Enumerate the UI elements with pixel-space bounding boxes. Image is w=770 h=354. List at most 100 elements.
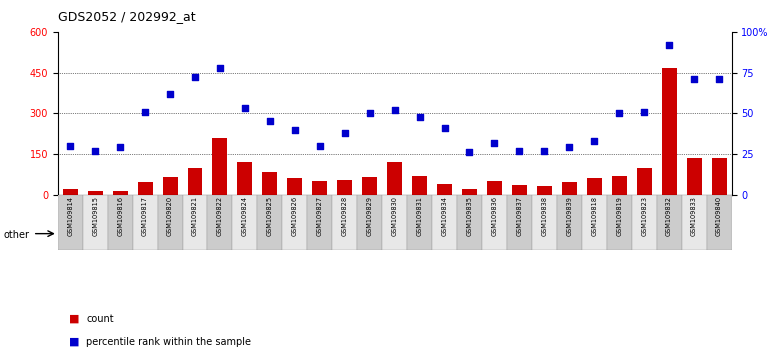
Text: GSM109820: GSM109820 — [167, 196, 173, 236]
Text: GSM109834: GSM109834 — [441, 196, 447, 236]
Text: mid secretory phase: mid secretory phase — [293, 229, 371, 238]
Bar — [313, 181, 327, 195]
Point — [139, 109, 151, 114]
Bar — [432, 218, 582, 250]
Text: GSM109819: GSM109819 — [616, 196, 622, 236]
Bar — [661, 69, 677, 195]
Bar — [362, 177, 377, 195]
Bar — [237, 162, 253, 195]
Bar — [462, 189, 477, 195]
Bar — [88, 190, 102, 195]
Point — [688, 76, 700, 82]
Bar — [587, 178, 601, 195]
Text: GSM109818: GSM109818 — [591, 196, 598, 236]
Point — [464, 149, 476, 155]
Point — [438, 125, 450, 131]
Bar — [287, 178, 303, 195]
Point — [538, 148, 551, 154]
Text: GSM109815: GSM109815 — [92, 196, 99, 236]
Text: GSM109832: GSM109832 — [666, 196, 672, 236]
Bar — [337, 180, 352, 195]
Point — [613, 110, 625, 116]
Bar — [233, 218, 432, 250]
Bar — [532, 195, 557, 250]
Bar — [158, 218, 233, 250]
Text: GSM109839: GSM109839 — [566, 196, 572, 236]
Bar — [82, 195, 108, 250]
Bar — [631, 195, 657, 250]
Bar — [482, 195, 507, 250]
Bar — [562, 183, 577, 195]
Bar — [412, 176, 427, 195]
Point — [663, 42, 675, 48]
Text: other: other — [4, 230, 30, 240]
Text: GSM109824: GSM109824 — [242, 196, 248, 236]
Bar — [637, 167, 651, 195]
Bar — [487, 181, 502, 195]
Text: GSM109822: GSM109822 — [217, 196, 223, 236]
Point — [64, 143, 76, 149]
Text: GSM109817: GSM109817 — [142, 196, 148, 236]
Bar — [357, 195, 382, 250]
Text: count: count — [86, 314, 114, 324]
Text: GSM109823: GSM109823 — [641, 196, 647, 236]
Text: ■: ■ — [69, 314, 80, 324]
Text: percentile rank within the sample: percentile rank within the sample — [86, 337, 251, 347]
Point — [164, 91, 176, 97]
Text: GSM109840: GSM109840 — [716, 196, 722, 236]
Bar — [108, 195, 132, 250]
Point — [239, 105, 251, 111]
Text: GSM109831: GSM109831 — [417, 196, 423, 236]
Bar — [607, 195, 631, 250]
Text: GSM109825: GSM109825 — [267, 196, 273, 236]
Bar — [432, 195, 457, 250]
Text: GSM109828: GSM109828 — [342, 196, 348, 236]
Text: GSM109837: GSM109837 — [517, 196, 522, 236]
Text: GSM109826: GSM109826 — [292, 196, 298, 236]
Bar — [407, 195, 432, 250]
Bar — [681, 195, 707, 250]
Bar — [307, 195, 332, 250]
Point — [363, 110, 376, 116]
Text: proliferative phase: proliferative phase — [72, 229, 144, 238]
Point — [289, 127, 301, 132]
Bar — [233, 195, 257, 250]
Text: GSM109830: GSM109830 — [392, 196, 397, 236]
Bar — [112, 192, 128, 195]
Point — [388, 107, 400, 113]
Bar — [382, 195, 407, 250]
Text: early secretory
phase: early secretory phase — [166, 224, 224, 243]
Bar — [582, 218, 732, 250]
Point — [588, 138, 601, 144]
Bar — [162, 177, 178, 195]
Bar — [207, 195, 233, 250]
Text: ■: ■ — [69, 337, 80, 347]
Bar — [582, 195, 607, 250]
Point — [514, 148, 526, 154]
Bar — [332, 195, 357, 250]
Bar — [257, 195, 283, 250]
Bar — [657, 195, 681, 250]
Point — [313, 143, 326, 149]
Bar — [188, 167, 203, 195]
Text: late secretory phase: late secretory phase — [467, 229, 546, 238]
Point — [339, 130, 351, 136]
Point — [488, 140, 500, 145]
Text: GSM109829: GSM109829 — [367, 196, 373, 236]
Bar — [132, 195, 158, 250]
Bar — [138, 183, 152, 195]
Bar — [213, 138, 227, 195]
Bar — [263, 172, 277, 195]
Bar — [507, 195, 532, 250]
Point — [114, 145, 126, 150]
Bar — [158, 195, 182, 250]
Bar — [62, 189, 78, 195]
Bar — [283, 195, 307, 250]
Text: GSM109814: GSM109814 — [67, 196, 73, 236]
Text: GSM109821: GSM109821 — [192, 196, 198, 236]
Text: ambiguous phase: ambiguous phase — [623, 229, 691, 238]
Bar — [387, 162, 402, 195]
Point — [638, 109, 651, 114]
Text: GSM109827: GSM109827 — [316, 196, 323, 236]
Bar — [58, 218, 158, 250]
